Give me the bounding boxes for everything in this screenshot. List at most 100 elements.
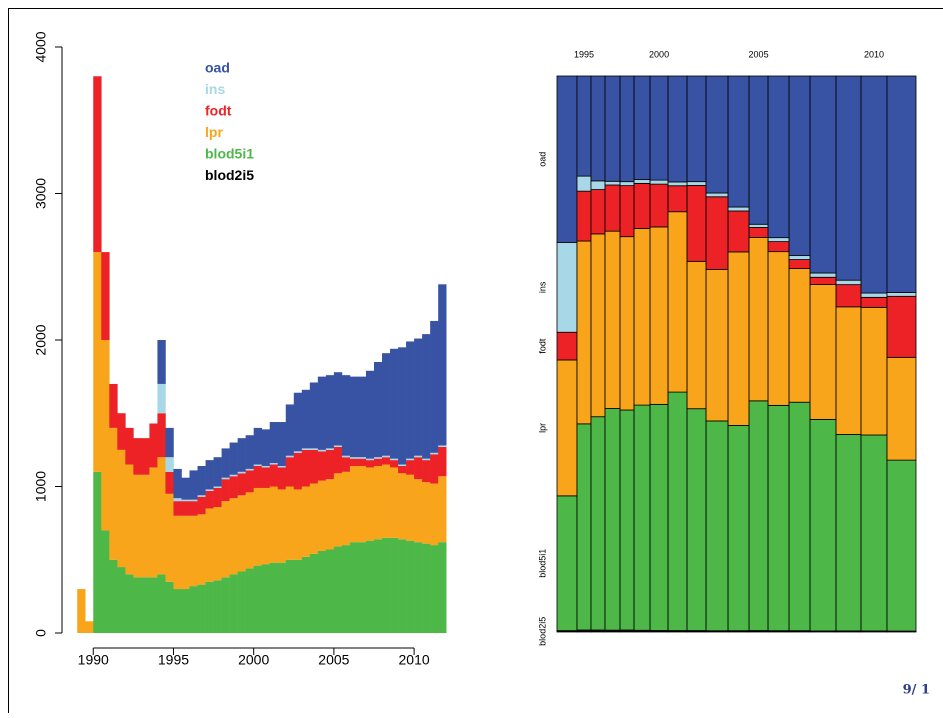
bar-segment xyxy=(430,452,439,455)
bar-segment xyxy=(93,252,102,472)
mosaic-cell xyxy=(633,179,651,184)
mosaic-cell xyxy=(886,295,917,358)
mosaic-cell xyxy=(788,259,811,269)
bar-segment xyxy=(398,473,407,540)
bar-segment xyxy=(245,568,254,633)
x-tick-label: 2010 xyxy=(399,652,430,668)
mosaic-cell xyxy=(667,75,688,183)
mosaic-cell xyxy=(860,75,888,294)
mosaic-cell xyxy=(727,425,750,632)
mosaic-cell xyxy=(788,75,811,257)
bar-segment xyxy=(205,460,214,490)
bar-segment xyxy=(181,499,190,502)
bar-segment xyxy=(165,471,174,494)
bar-segment xyxy=(390,460,399,468)
bar-segment xyxy=(422,543,431,633)
bar-segment xyxy=(197,495,206,497)
mosaic-cell xyxy=(604,75,621,182)
bar-segment xyxy=(349,542,359,633)
bar-segment xyxy=(406,540,415,633)
bar-segment xyxy=(414,338,423,456)
mosaic-cell xyxy=(860,434,888,632)
mosaic-cell xyxy=(604,230,621,409)
bar-segment xyxy=(125,574,134,633)
bar-segment xyxy=(365,460,375,468)
row-label: blod2i5 xyxy=(537,617,547,646)
y-tick-label: 0 xyxy=(33,629,49,637)
bar-segment xyxy=(133,438,142,475)
bar-segment xyxy=(181,515,190,590)
mosaic-cell xyxy=(576,423,592,631)
bar-segment xyxy=(309,448,319,450)
bar-segment xyxy=(422,458,431,461)
bar-segment xyxy=(365,540,375,633)
bar-segment xyxy=(237,438,246,472)
bar-segment xyxy=(301,486,311,557)
bar-segment xyxy=(157,383,166,414)
bar-segment xyxy=(333,473,343,547)
bar-segment xyxy=(133,474,142,578)
bar-segment xyxy=(165,581,174,633)
bar-segment xyxy=(213,507,222,581)
mosaic-cell xyxy=(667,185,688,213)
bar-segment xyxy=(93,471,102,633)
mosaic-cell xyxy=(556,331,578,361)
bar-segment xyxy=(189,586,198,633)
mosaic-cell xyxy=(686,181,707,186)
bar-segment xyxy=(229,574,238,633)
mosaic-cell xyxy=(705,75,729,194)
bar-segment xyxy=(317,376,327,450)
bar-segment xyxy=(309,553,319,633)
bar-segment xyxy=(253,465,262,488)
mosaic-cell xyxy=(556,495,578,632)
bar-segment xyxy=(85,621,94,633)
mosaic-cell xyxy=(619,236,635,411)
bar-segment xyxy=(269,463,279,465)
bar-segment xyxy=(237,471,246,474)
bar-segment xyxy=(341,455,351,458)
column-label: 2010 xyxy=(864,49,884,59)
mosaic-cell xyxy=(809,276,837,285)
bar-segment xyxy=(165,457,174,472)
bar-segment xyxy=(229,474,238,477)
mosaic-cell xyxy=(886,75,917,293)
bar-segment xyxy=(317,451,327,481)
bar-segment xyxy=(414,457,423,480)
bar-segment xyxy=(213,457,222,487)
mosaic-cell xyxy=(619,409,635,631)
bar-segment xyxy=(237,571,246,633)
bar-segment xyxy=(245,468,254,471)
mosaic-cell xyxy=(705,269,729,422)
bar-segment xyxy=(390,348,399,459)
bar-segment xyxy=(245,492,254,569)
mosaic-cell xyxy=(576,190,592,242)
bar-segment xyxy=(357,542,367,633)
bar-segment xyxy=(341,457,351,472)
bar-segment xyxy=(373,465,383,540)
column-label: 2005 xyxy=(749,49,769,59)
bar-segment xyxy=(317,449,327,452)
row-label: fodt xyxy=(537,338,547,354)
bar-segment xyxy=(293,452,303,490)
bar-segment xyxy=(309,483,319,554)
bar-segment xyxy=(173,501,182,516)
legend-entry: fodt xyxy=(205,103,232,119)
bar-segment xyxy=(261,564,271,633)
bar-segment xyxy=(357,465,367,543)
bar-segment xyxy=(189,501,198,516)
mosaic-cell xyxy=(619,75,635,183)
mosaic-cell xyxy=(686,260,707,410)
legend-entry: blod5i1 xyxy=(205,146,254,162)
bar-segment xyxy=(205,490,214,509)
bar-segment xyxy=(101,252,110,340)
bar-segment xyxy=(117,449,126,568)
bar-segment xyxy=(213,580,222,633)
bar-segment xyxy=(277,422,287,466)
bar-segment xyxy=(365,458,375,461)
bar-segment xyxy=(221,577,230,633)
bar-segment xyxy=(253,487,262,566)
bar-segment xyxy=(205,489,214,491)
bar-segment xyxy=(269,464,279,487)
bar-segment xyxy=(77,589,86,633)
bar-segment xyxy=(117,567,126,633)
